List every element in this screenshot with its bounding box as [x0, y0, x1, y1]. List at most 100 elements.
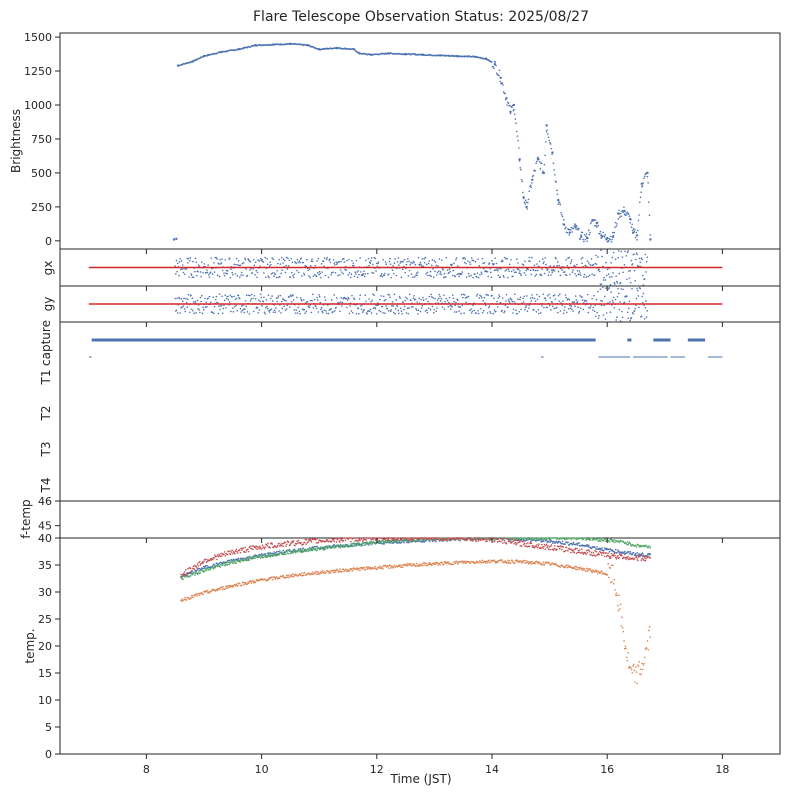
gy-point — [192, 309, 194, 312]
temp-point — [192, 596, 195, 599]
gy-point — [509, 297, 512, 299]
temp-point — [452, 563, 455, 566]
temp-point — [274, 578, 277, 580]
gy-point — [594, 304, 597, 306]
temp-point — [516, 542, 518, 545]
gy-point — [370, 312, 373, 314]
temp-point — [395, 538, 397, 541]
gy-point — [186, 306, 189, 308]
temp-point — [580, 552, 582, 554]
gx-point — [641, 274, 644, 277]
gx-point — [418, 264, 421, 266]
gx-point — [546, 268, 549, 270]
gy-point — [591, 297, 593, 300]
temp-point — [235, 548, 238, 551]
gx-point — [510, 270, 513, 273]
brightness-point — [561, 215, 564, 218]
gy-point — [226, 295, 229, 298]
temp-point — [613, 539, 616, 541]
brightness-point — [564, 227, 566, 230]
temp-point — [403, 541, 406, 544]
gy-point — [233, 305, 236, 308]
gx-point — [567, 257, 569, 259]
gx-point — [290, 271, 293, 274]
gx-point — [280, 272, 282, 275]
temp-point — [518, 541, 521, 544]
gx-point — [175, 259, 178, 262]
gy-point — [463, 312, 465, 314]
gy-point — [635, 297, 638, 300]
temp-point — [365, 539, 368, 541]
brightness-point — [577, 229, 580, 231]
temp-point — [591, 539, 594, 541]
temp-point — [301, 572, 303, 575]
gy-point — [462, 293, 465, 296]
temp-point — [280, 552, 282, 554]
gx-point — [330, 273, 332, 276]
temp-point — [350, 540, 352, 543]
gx-point — [638, 257, 641, 260]
temp-point — [624, 645, 627, 648]
gx-point — [544, 256, 547, 259]
gy-point — [453, 311, 456, 313]
brightness-point — [562, 218, 565, 221]
temp-point — [570, 542, 573, 545]
gx-point — [200, 275, 202, 278]
temp-point — [404, 537, 407, 539]
temp-point — [489, 561, 492, 564]
gy-point — [406, 307, 409, 309]
gy-point — [280, 300, 283, 303]
gy-point — [387, 309, 390, 312]
gy-point — [525, 304, 528, 307]
temp-point — [621, 551, 624, 553]
gy-point — [259, 293, 262, 296]
gx-point — [377, 262, 379, 265]
f-temp-y-tick-label: 46 — [38, 495, 52, 508]
gy-point — [309, 304, 311, 307]
gy-point — [642, 292, 645, 295]
gx-point — [203, 263, 206, 265]
gx-point — [267, 275, 270, 277]
gy-point — [536, 298, 539, 301]
gx-point — [571, 271, 574, 273]
brightness-point — [640, 191, 642, 194]
temp-point — [294, 549, 296, 551]
temp-point — [634, 544, 637, 547]
brightness-point — [535, 162, 537, 165]
gy-point — [181, 306, 183, 308]
temp-point — [407, 539, 410, 542]
gy-point — [183, 297, 185, 300]
gx-point — [425, 263, 428, 266]
temp-point — [397, 564, 400, 566]
gy-point — [217, 312, 220, 315]
gy-point — [640, 315, 643, 317]
gx-point — [240, 274, 242, 276]
temp-point — [581, 569, 584, 572]
gx-point — [625, 255, 628, 257]
temp-point — [437, 564, 439, 566]
temp-point — [242, 560, 244, 562]
gy-point — [421, 304, 424, 307]
temp-point — [213, 566, 215, 569]
gx-point — [633, 269, 636, 272]
temp-point — [328, 537, 330, 540]
temp-y-tick-label: 25 — [38, 613, 52, 626]
gx-point — [309, 276, 311, 279]
gy-point — [192, 301, 195, 303]
brightness-point — [634, 236, 637, 239]
gy-point — [374, 307, 377, 310]
gx-point — [521, 263, 524, 265]
temp-point — [463, 561, 466, 564]
temp-point — [500, 541, 502, 543]
temp-point — [337, 569, 339, 572]
temp-point — [234, 550, 237, 552]
temp-point — [422, 538, 425, 541]
gy-point — [496, 306, 499, 308]
temp-point — [346, 543, 349, 546]
temp-point — [507, 540, 510, 543]
temp-point — [330, 547, 333, 549]
temp-point — [639, 668, 642, 671]
gx-point — [541, 258, 544, 261]
gy-point — [249, 294, 251, 297]
gx-point — [376, 265, 379, 268]
